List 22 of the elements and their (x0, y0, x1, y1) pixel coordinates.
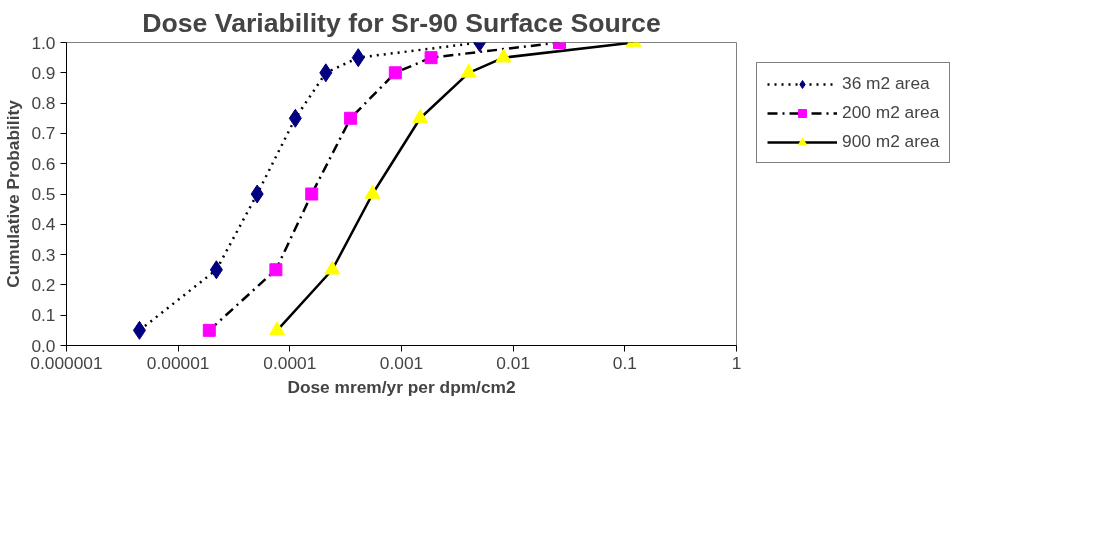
y-tick-label: 0.5 (31, 184, 56, 204)
y-tick-label: 0.7 (31, 123, 56, 144)
y-tick-label: 0.1 (31, 305, 56, 326)
x-axis-title: Dose mrem/yr per dpm/cm2 (287, 376, 516, 397)
legend-label: 200 m2 area (842, 102, 940, 123)
x-tick-label: 0.1 (612, 352, 637, 373)
x-tick-label: 1 (731, 352, 742, 373)
x-tick-label: 0.001 (379, 352, 424, 373)
y-axis-title: Cumulative Probability (3, 99, 24, 288)
x-tick-label: 0.01 (496, 352, 531, 373)
chart-title: Dose Variability for Sr-90 Surface Source (142, 7, 661, 38)
x-tick-label: 0.00001 (146, 352, 210, 373)
y-tick-label: 0.8 (31, 93, 56, 114)
y-tick-label: 0.9 (31, 62, 56, 83)
x-tick-label: 0.0001 (263, 352, 317, 373)
y-tick-label: 0.2 (31, 274, 56, 295)
legend-label: 36 m2 area (842, 73, 930, 94)
y-tick-label: 1.0 (31, 32, 56, 53)
y-tick-label: 0.3 (31, 244, 56, 265)
y-tick-label: 0.4 (31, 214, 56, 235)
legend-label: 900 m2 area (842, 131, 940, 152)
y-tick-label: 0.6 (31, 153, 56, 174)
